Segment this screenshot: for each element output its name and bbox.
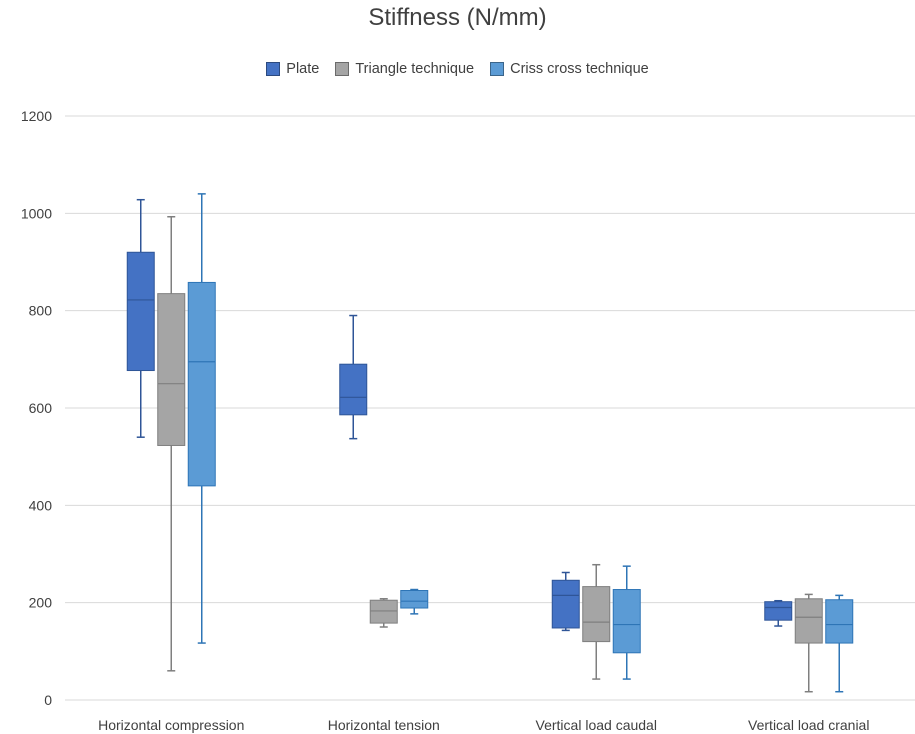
box: [400, 590, 429, 609]
legend-swatch-triangle: [335, 62, 350, 76]
box: [126, 251, 155, 372]
box: [339, 363, 368, 416]
legend-item-triangle: Triangle technique: [335, 61, 474, 77]
box: [187, 281, 216, 487]
chart-title: Stiffness (N/mm): [368, 4, 547, 31]
y-tick-label: 0: [44, 692, 52, 708]
box: [369, 599, 398, 624]
x-tick-label: Vertical load cranial: [748, 717, 869, 733]
box: [825, 599, 854, 644]
legend-label-criss-cross: Criss cross technique: [510, 61, 649, 77]
box: [582, 586, 611, 643]
y-tick-label: 200: [29, 595, 53, 611]
box: [551, 579, 580, 629]
legend-label-triangle: Triangle technique: [355, 61, 475, 77]
y-tick-label: 1200: [21, 108, 52, 124]
box: [794, 598, 823, 644]
y-tick-label: 1000: [21, 205, 52, 221]
box: [764, 601, 793, 621]
y-tick-label: 400: [29, 497, 53, 513]
box: [157, 293, 186, 446]
legend-item-plate: Plate: [266, 61, 319, 77]
x-tick-label: Horizontal tension: [328, 717, 440, 733]
legend: Plate Triangle technique Criss cross tec…: [0, 61, 915, 77]
x-tick-label: Horizontal compression: [98, 717, 244, 733]
legend-item-criss-cross: Criss cross technique: [490, 61, 649, 77]
legend-label-plate: Plate: [286, 61, 320, 77]
legend-swatch-plate: [266, 62, 281, 76]
legend-swatch-criss-cross: [490, 62, 505, 76]
y-tick-label: 800: [29, 303, 53, 319]
y-tick-label: 600: [29, 400, 53, 416]
box: [612, 589, 641, 654]
x-tick-label: Vertical load caudal: [536, 717, 657, 733]
